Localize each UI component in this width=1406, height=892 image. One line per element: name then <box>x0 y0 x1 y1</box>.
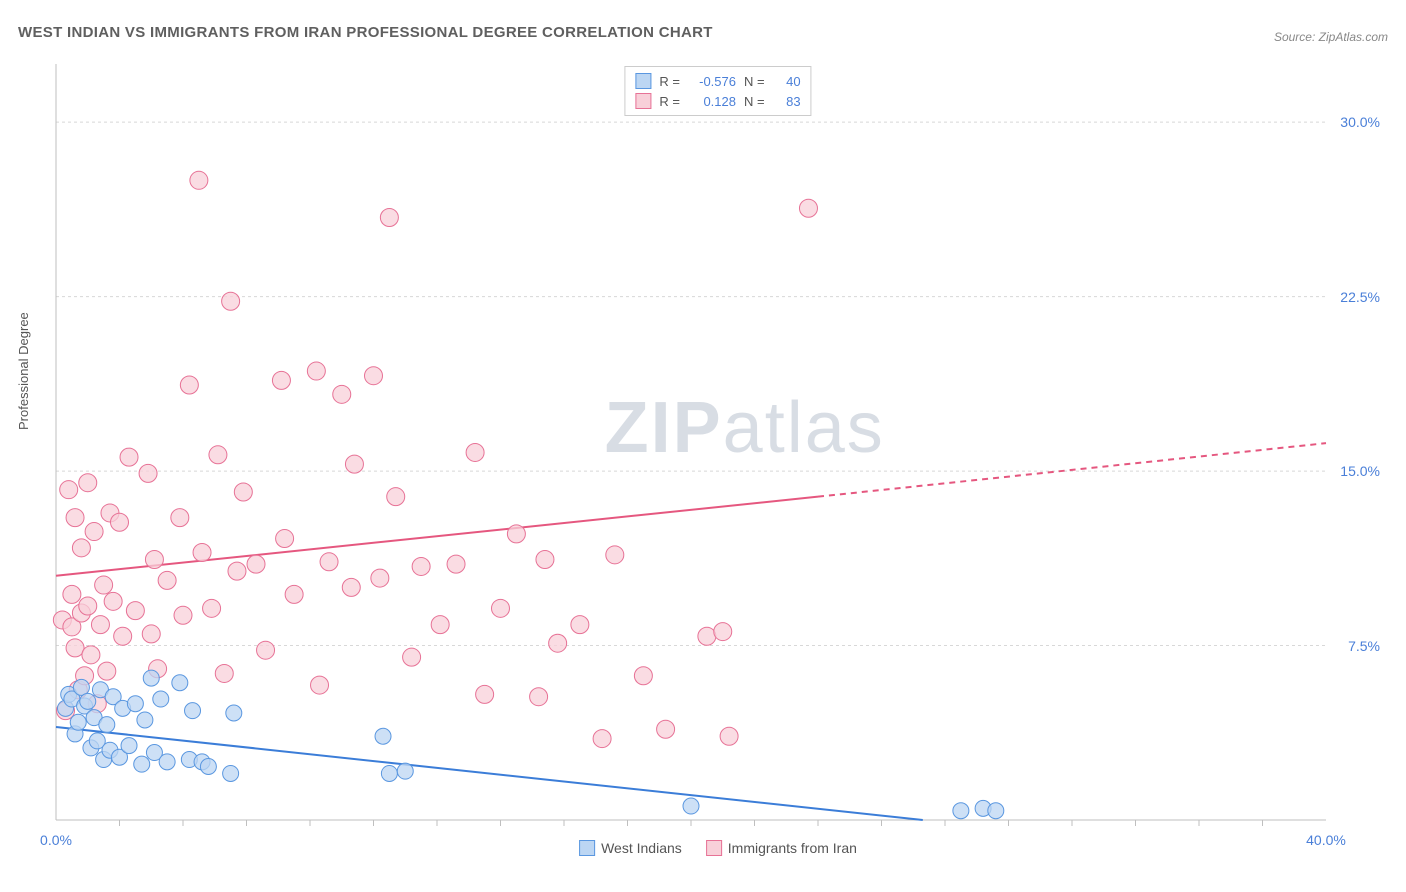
r-label: R = <box>659 74 680 89</box>
y-tick-label: 30.0% <box>1340 114 1380 130</box>
swatch-icon <box>706 840 722 856</box>
r-value: -0.576 <box>688 74 736 89</box>
y-tick-label: 15.0% <box>1340 463 1380 479</box>
n-value: 40 <box>773 74 801 89</box>
legend-label: Immigrants from Iran <box>728 840 857 856</box>
r-label: R = <box>659 94 680 109</box>
y-tick-label: 22.5% <box>1340 289 1380 305</box>
swatch-icon <box>635 93 651 109</box>
legend-item-1: Immigrants from Iran <box>706 840 857 856</box>
n-value: 83 <box>773 94 801 109</box>
x-tick-label: 40.0% <box>1306 832 1346 848</box>
x-tick-label: 0.0% <box>40 832 72 848</box>
y-axis-label: Professional Degree <box>16 312 31 430</box>
r-value: 0.128 <box>688 94 736 109</box>
correlation-legend-row-0: R = -0.576 N = 40 <box>635 71 800 91</box>
y-tick-label: 7.5% <box>1348 638 1380 654</box>
legend-item-0: West Indians <box>579 840 682 856</box>
swatch-icon <box>579 840 595 856</box>
scatter-plot-area: ZIPatlas R = -0.576 N = 40 R = 0.128 N =… <box>50 60 1386 826</box>
n-label: N = <box>744 94 765 109</box>
correlation-legend-row-1: R = 0.128 N = 83 <box>635 91 800 111</box>
source-attribution: Source: ZipAtlas.com <box>1274 30 1388 44</box>
swatch-icon <box>635 73 651 89</box>
chart-svg <box>50 60 1386 826</box>
n-label: N = <box>744 74 765 89</box>
legend-label: West Indians <box>601 840 682 856</box>
chart-title: WEST INDIAN VS IMMIGRANTS FROM IRAN PROF… <box>18 24 713 41</box>
series-legend: West Indians Immigrants from Iran <box>579 840 857 856</box>
correlation-legend: R = -0.576 N = 40 R = 0.128 N = 83 <box>624 66 811 116</box>
